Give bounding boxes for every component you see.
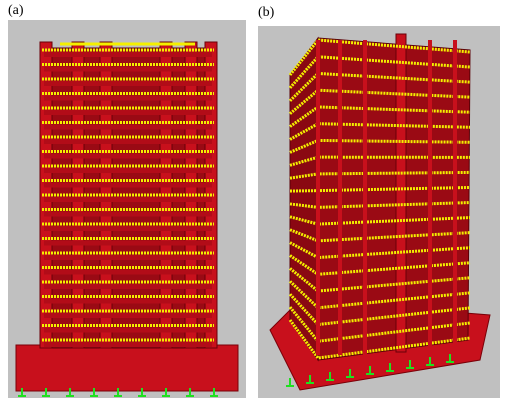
- floor-slab: [44, 212, 212, 217]
- floor-slab: [44, 342, 212, 347]
- floor-slab: [44, 226, 212, 231]
- floor-slab: [44, 81, 212, 86]
- floor-slab: [44, 183, 212, 188]
- floor-slab: [44, 241, 212, 246]
- floor-slab: [44, 299, 212, 304]
- floor-slab: [44, 125, 212, 130]
- floor-slab: [44, 328, 212, 333]
- floor-slab: [44, 67, 212, 72]
- floor-slab: [44, 255, 212, 260]
- floor-slab: [44, 139, 212, 144]
- building-a: [16, 42, 238, 396]
- building-b: [270, 34, 490, 390]
- panel-label: (a): [8, 3, 24, 18]
- floor-slab: [44, 197, 212, 202]
- column: [396, 34, 406, 352]
- floor-slab: [44, 168, 212, 173]
- floor-slab: [44, 96, 212, 101]
- floor-slab: [44, 110, 212, 115]
- floor-slab: [44, 154, 212, 159]
- figure: (a) (b): [0, 0, 505, 404]
- floor-slab: [44, 52, 212, 57]
- floor-slab: [44, 270, 212, 275]
- base-slab: [16, 345, 238, 391]
- floor-slab: [44, 284, 212, 289]
- panel-label: (b): [258, 5, 275, 20]
- floor-slab: [44, 313, 212, 318]
